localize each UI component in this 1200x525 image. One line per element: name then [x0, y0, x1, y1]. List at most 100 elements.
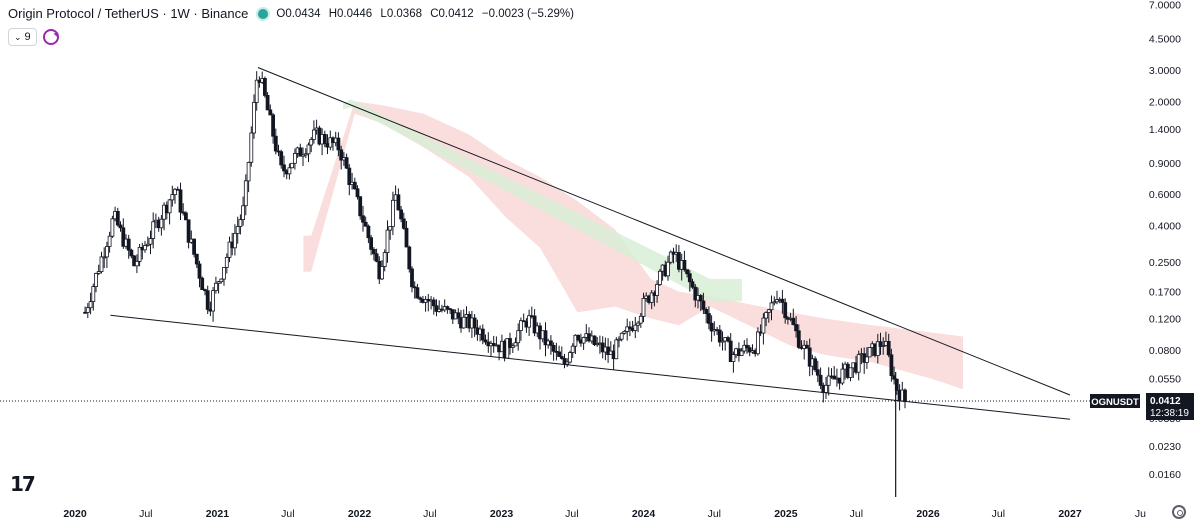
candle-body: [658, 270, 662, 285]
cloud-band: [343, 99, 742, 302]
candle-body: [388, 226, 393, 231]
candle-body: [145, 243, 150, 246]
candle-body: [287, 167, 292, 175]
candle-body: [303, 153, 308, 156]
tradingview-logo[interactable]: 17: [10, 472, 36, 496]
x-tick-label: Jul: [850, 508, 863, 520]
candle-body: [107, 235, 112, 247]
low-value: 0.0368: [386, 7, 422, 20]
candle-body: [301, 154, 305, 157]
candle-body: [532, 315, 537, 334]
x-tick-label: Jul: [423, 508, 436, 520]
candle-body: [649, 292, 654, 303]
candle-body: [570, 345, 575, 354]
high-label: H: [328, 7, 338, 20]
x-tick-label: 2021: [206, 508, 230, 520]
candle-body: [194, 253, 199, 265]
candle-body: [824, 384, 828, 393]
candle-body: [636, 322, 640, 326]
x-tick-label: Jul: [281, 508, 294, 520]
trendline-lower[interactable]: [110, 314, 1071, 420]
candle-body: [701, 300, 706, 310]
candle-body: [856, 354, 861, 373]
candle-body: [102, 256, 107, 259]
low-label: L: [380, 7, 387, 20]
candle-body: [88, 301, 93, 309]
cloud-band: [303, 101, 963, 390]
price-label: OGNUSDT 0.0412 12:38:19: [1090, 393, 1194, 420]
chart-header: Origin Protocol / TetherUS · 1W · Binanc…: [8, 6, 574, 21]
candle-body: [363, 221, 368, 227]
price-label-value: 0.0412: [1150, 396, 1181, 407]
candle-body: [794, 324, 798, 332]
candle-body: [576, 334, 580, 341]
candle-body: [903, 389, 907, 403]
candle-body: [292, 152, 297, 164]
candle-body: [726, 337, 730, 342]
candle-body: [205, 290, 210, 310]
x-tick-label: Jul: [992, 508, 1005, 520]
candle-body: [238, 219, 243, 227]
candle-body: [818, 374, 823, 386]
candle-body: [216, 281, 221, 284]
gear-icon[interactable]: [1172, 505, 1186, 519]
price-label-symbol-bg: [1090, 394, 1140, 408]
candle-body: [717, 329, 722, 343]
indicators-toggle-button[interactable]: ⌄ 9: [8, 28, 37, 46]
sync-icon[interactable]: [42, 29, 59, 45]
candle-body: [290, 162, 295, 169]
candle-body: [110, 218, 115, 237]
symbol-title[interactable]: Origin Protocol / TetherUS · 1W · Binanc…: [8, 6, 249, 21]
open-value: 0.0434: [285, 7, 321, 20]
candle-body: [265, 95, 270, 111]
high-value: 0.0446: [337, 7, 373, 20]
candle-body: [192, 238, 197, 255]
candle-body: [666, 261, 670, 277]
candle-body: [445, 306, 450, 310]
candle-body: [282, 164, 286, 172]
close-value: 0.0412: [438, 7, 474, 20]
candle-body: [865, 356, 869, 363]
y-tick-label: 0.6000: [1149, 189, 1181, 201]
trendline-upper[interactable]: [257, 67, 1071, 396]
y-tick-label: 0.1200: [1149, 314, 1181, 326]
y-tick-label: 4.5000: [1149, 34, 1181, 46]
candle-body: [756, 331, 760, 355]
y-tick-label: 1.4000: [1149, 124, 1181, 136]
candle-body: [211, 290, 216, 312]
candle-body: [747, 347, 752, 353]
candle-body: [148, 238, 153, 245]
candle-body: [173, 188, 177, 196]
candle-body: [867, 347, 872, 358]
candle-body: [361, 215, 365, 223]
candle-body: [380, 266, 384, 280]
candle-body: [519, 320, 523, 332]
candle-body: [355, 188, 360, 198]
candle-body: [543, 330, 548, 346]
candle-body: [412, 286, 417, 289]
candle-body: [614, 339, 619, 360]
candle-body: [682, 259, 687, 271]
candle-body: [878, 341, 883, 347]
candle-body: [480, 328, 485, 341]
y-tick-label: 0.4000: [1149, 221, 1181, 233]
candle-body: [352, 181, 357, 190]
x-tick-label: 2020: [63, 508, 87, 520]
candle-body: [219, 278, 224, 283]
candle-body: [159, 218, 164, 229]
candle-body: [448, 308, 453, 311]
candle-body: [126, 238, 131, 251]
candle-body: [510, 345, 515, 348]
candle-body: [431, 299, 436, 307]
candle-body: [178, 189, 183, 213]
time-axis[interactable]: 2020 Jul 2021 Jul 2022 Jul 2023 Jul 2024 Jul 2025 J…: [63, 508, 1146, 520]
candle-body: [396, 194, 401, 211]
candle-body: [105, 246, 109, 258]
candle-body: [197, 263, 202, 279]
candle-body: [254, 79, 259, 103]
candle-body: [780, 298, 785, 303]
candle-body: [132, 255, 137, 267]
candle-body: [704, 308, 709, 314]
candle-body: [151, 221, 156, 239]
